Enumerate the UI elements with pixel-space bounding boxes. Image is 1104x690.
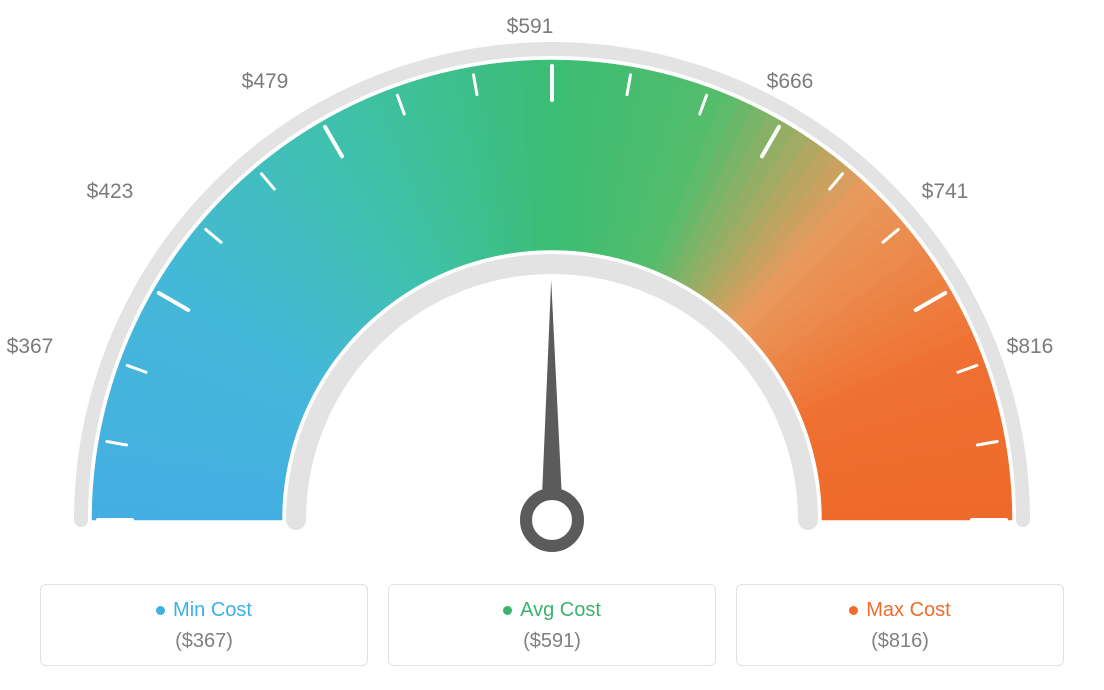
gauge-tick-label: $591 (507, 15, 554, 39)
gauge-tick-label: $741 (922, 180, 969, 204)
gauge-tick-label: $816 (1007, 335, 1054, 359)
legend-title-text: Min Cost (173, 599, 252, 622)
legend-card-avg: Avg Cost ($591) (388, 584, 716, 666)
gauge-tick-label: $423 (87, 180, 134, 204)
legend-title-max: Max Cost (849, 599, 950, 622)
legend-value-max: ($816) (747, 630, 1053, 653)
legend-title-min: Min Cost (156, 599, 252, 622)
gauge-tick-label: $479 (242, 70, 289, 94)
dot-icon (503, 606, 512, 615)
gauge-tick-label: $666 (767, 70, 814, 94)
legend-row: Min Cost ($367) Avg Cost ($591) Max Cost… (0, 584, 1104, 666)
legend-title-text: Avg Cost (520, 599, 601, 622)
legend-value-avg: ($591) (399, 630, 705, 653)
legend-value-min: ($367) (51, 630, 357, 653)
gauge-chart: $367 $423 $479 $591 $666 $741 $816 (0, 0, 1104, 560)
dot-icon (156, 606, 165, 615)
gauge-svg (52, 20, 1052, 560)
legend-card-max: Max Cost ($816) (736, 584, 1064, 666)
legend-title-text: Max Cost (866, 599, 950, 622)
gauge-tick-label: $367 (7, 335, 54, 359)
legend-title-avg: Avg Cost (503, 599, 601, 622)
dot-icon (849, 606, 858, 615)
legend-card-min: Min Cost ($367) (40, 584, 368, 666)
